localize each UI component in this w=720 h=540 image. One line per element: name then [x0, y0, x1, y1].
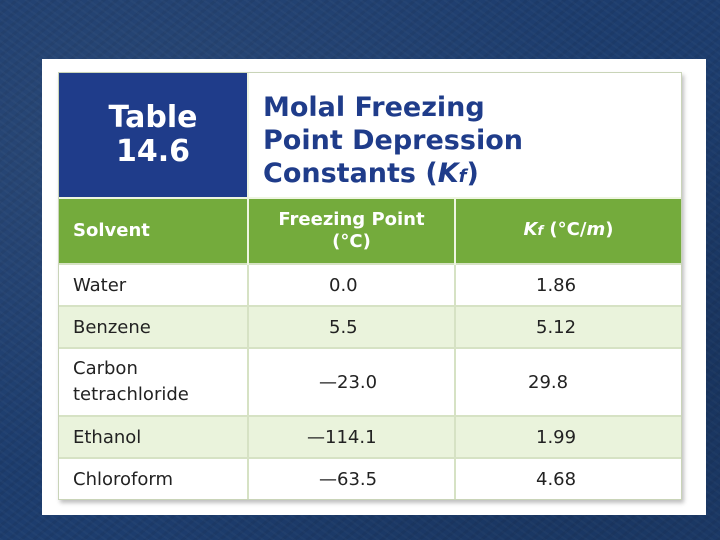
- table-row: Ethanol —114.1 1.99: [59, 415, 681, 458]
- cell-solvent: Chloroform: [59, 457, 249, 499]
- table-label-line1: Table: [108, 100, 198, 135]
- cell-freezing-point: 0.0: [248, 263, 456, 306]
- cell-freezing-point: 5.5: [248, 305, 456, 348]
- title-line2: Point Depression: [263, 125, 523, 156]
- cell-freezing-point: —114.1: [248, 415, 456, 458]
- header-solvent: Solvent: [59, 199, 249, 264]
- cell-solvent: Water: [59, 263, 249, 306]
- cell-solvent: Carbon tetrachloride: [59, 347, 249, 416]
- data-table-figure: Table 14.6 Molal Freezing Point Depressi…: [58, 72, 682, 500]
- table-number-label: Table 14.6: [59, 73, 247, 197]
- title-line1: Molal Freezing: [263, 92, 485, 123]
- cell-freezing-point: —23.0: [248, 347, 456, 416]
- table-row: Benzene 5.5 5.12: [59, 305, 681, 348]
- table-label-line2: 14.6: [115, 134, 191, 169]
- table-row: Chloroform —63.5 4.68: [59, 457, 681, 499]
- cell-kf: 1.99: [455, 415, 681, 458]
- table-row: Carbon tetrachloride —23.0 29.8: [59, 347, 681, 416]
- cell-freezing-point: —63.5: [248, 457, 456, 499]
- title-line3: Constants (Kf): [263, 158, 479, 189]
- slide-content: Table 14.6 Molal Freezing Point Depressi…: [42, 59, 706, 515]
- cell-solvent: Ethanol: [59, 415, 249, 458]
- table-row: Water 0.0 1.86: [59, 263, 681, 306]
- cell-kf: 1.86: [455, 263, 681, 306]
- header-freezing-point: Freezing Point (°C): [248, 199, 456, 264]
- header-row: Solvent Freezing Point (°C) Kf (°C/m): [59, 199, 681, 264]
- cell-kf: 5.12: [455, 305, 681, 348]
- header-kf: Kf (°C/m): [455, 199, 681, 264]
- table-title: Molal Freezing Point Depression Constant…: [249, 73, 681, 197]
- cell-kf: 29.8: [455, 347, 681, 416]
- constants-table: Solvent Freezing Point (°C) Kf (°C/m) Wa…: [59, 199, 681, 499]
- cell-kf: 4.68: [455, 457, 681, 499]
- cell-solvent: Benzene: [59, 305, 249, 348]
